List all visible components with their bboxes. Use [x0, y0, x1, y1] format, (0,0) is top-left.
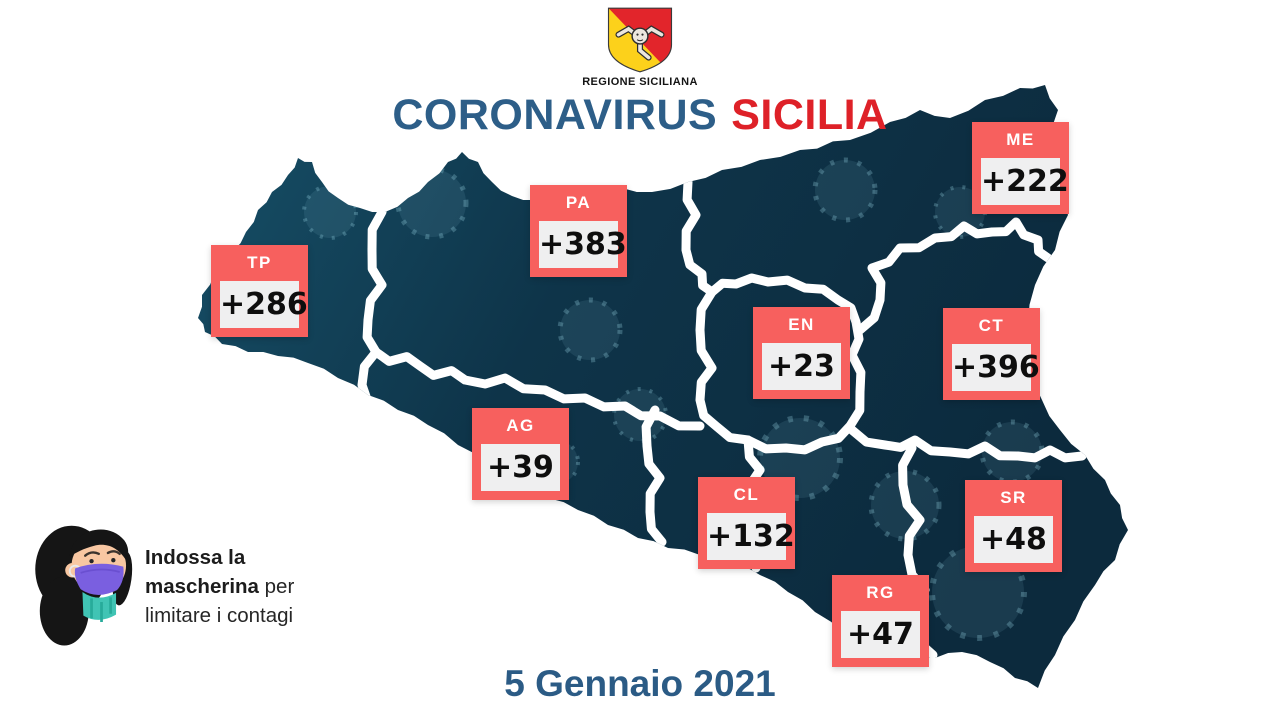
title-sicilia: SICILIA	[731, 91, 888, 139]
title-coronavirus: CORONAVIRUS	[392, 91, 718, 139]
province-code-label: AG	[506, 416, 535, 435]
province-code-label: CL	[733, 485, 760, 504]
province-code-label: SR	[1000, 488, 1027, 507]
region-logo: REGIONE SICILIANA	[0, 6, 1280, 88]
mask-message: Indossa la mascherina per limitare i con…	[145, 543, 360, 630]
trinacria-shield-icon	[607, 7, 673, 73]
province-value: +222	[981, 158, 1069, 205]
province-value: +47	[841, 611, 920, 658]
province-value: +132	[707, 513, 795, 560]
province-code-label: PA	[565, 193, 592, 212]
province-value: +286	[220, 281, 308, 328]
province-card-cl: CL +132	[698, 477, 795, 569]
mask-message-line1-bold: Indossa la	[145, 546, 246, 569]
sicily-island-shape	[198, 85, 1128, 688]
province-value: +39	[481, 444, 560, 491]
province-code-label: CT	[978, 316, 1005, 335]
province-value: +48	[974, 516, 1053, 563]
date-label: 5 Gennaio 2021	[504, 663, 776, 704]
trinacria-symbol	[615, 25, 665, 61]
province-value: +383	[539, 221, 627, 268]
mask-person-illustration	[35, 525, 133, 646]
province-card-me: ME +222	[972, 122, 1069, 214]
mask-message-line3-regular: limitare i contagi	[145, 604, 294, 627]
province-code-label: TP	[247, 253, 272, 272]
mask-message-line2-regular: per	[258, 575, 295, 598]
province-value: +23	[762, 343, 841, 390]
region-name-label: REGIONE SICILIANA	[582, 76, 698, 88]
province-card-tp: TP +286	[211, 245, 308, 337]
mask-message-line2-bold: mascherina	[145, 575, 259, 598]
province-code-label: ME	[1006, 130, 1035, 149]
province-card-ct: CT +396	[943, 308, 1040, 400]
province-card-pa: PA +383	[530, 185, 627, 277]
province-card-rg: RG +47	[832, 575, 929, 667]
province-value: +396	[952, 344, 1040, 391]
page-title: CORONAVIRUS SICILIA	[0, 94, 1280, 137]
province-card-en: EN +23	[753, 307, 850, 399]
province-card-sr: SR +48	[965, 480, 1062, 572]
province-code-label: EN	[788, 315, 815, 334]
province-code-label: RG	[866, 583, 895, 602]
province-card-ag: AG +39	[472, 408, 569, 500]
